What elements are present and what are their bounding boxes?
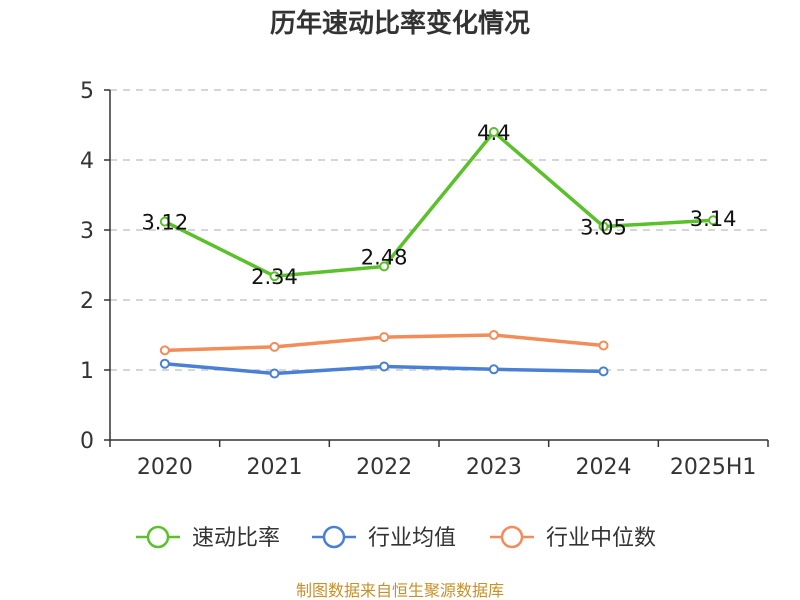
legend-label: 行业均值 bbox=[368, 526, 456, 551]
data-point bbox=[159, 216, 170, 227]
legend-marker-icon bbox=[500, 525, 524, 549]
data-point bbox=[598, 340, 609, 351]
y-tick-label: 1 bbox=[80, 359, 94, 384]
data-label: 3.05 bbox=[580, 216, 627, 240]
legend[interactable]: 速动比率 行业均值 行业中位数 bbox=[136, 525, 656, 551]
data-labels: 3.12 2.34 2.48 4.4 3.05 3.14 bbox=[141, 121, 736, 289]
data-label: 2.48 bbox=[361, 245, 408, 269]
x-tick-label: 2023 bbox=[466, 455, 522, 480]
data-point bbox=[379, 261, 390, 272]
x-tick-label: 2022 bbox=[356, 455, 412, 480]
series-line bbox=[164, 130, 714, 278]
y-tick-label: 3 bbox=[80, 219, 94, 244]
grid-lines bbox=[110, 89, 768, 371]
data-label: 3.14 bbox=[690, 207, 737, 231]
axes: 0 1 2 3 4 5 2020 2021 2022 2023 2024 2025H1 bbox=[80, 79, 769, 480]
data-point bbox=[269, 271, 280, 282]
x-tick-label: 2025H1 bbox=[670, 455, 757, 480]
legend-marker-icon bbox=[322, 525, 346, 549]
legend-label: 速动比率 bbox=[192, 526, 280, 551]
data-point bbox=[269, 341, 280, 352]
y-tick-label: 4 bbox=[80, 149, 94, 174]
y-tick-label: 2 bbox=[80, 289, 94, 314]
legend-label: 行业中位数 bbox=[546, 526, 656, 551]
data-point bbox=[488, 364, 499, 375]
data-point bbox=[379, 361, 390, 372]
legend-item[interactable]: 行业中位数 bbox=[490, 525, 656, 551]
legend-item[interactable]: 速动比率 bbox=[136, 525, 280, 551]
y-tick-label: 0 bbox=[80, 429, 94, 454]
data-point bbox=[159, 345, 170, 356]
data-label: 4.4 bbox=[477, 121, 510, 145]
data-label: 3.12 bbox=[141, 211, 188, 235]
data-point bbox=[708, 215, 719, 226]
data-point bbox=[159, 358, 170, 369]
series-group bbox=[159, 127, 719, 379]
data-point bbox=[488, 127, 499, 137]
x-tick-label: 2020 bbox=[137, 455, 193, 480]
y-tick-label: 5 bbox=[80, 79, 94, 104]
source-note: 制图数据来自恒生聚源数据库 bbox=[296, 581, 504, 600]
x-tick-label: 2024 bbox=[576, 455, 632, 480]
legend-item[interactable]: 行业均值 bbox=[312, 525, 456, 551]
data-point bbox=[379, 332, 390, 343]
x-tick-label: 2021 bbox=[247, 455, 303, 480]
data-point bbox=[269, 368, 280, 379]
data-point bbox=[598, 366, 609, 377]
legend-marker-icon bbox=[146, 525, 170, 549]
data-point bbox=[598, 221, 609, 232]
data-label: 2.34 bbox=[251, 265, 298, 289]
data-point bbox=[488, 330, 499, 340]
chart-title: 历年速动比率变化情况 bbox=[270, 8, 530, 39]
